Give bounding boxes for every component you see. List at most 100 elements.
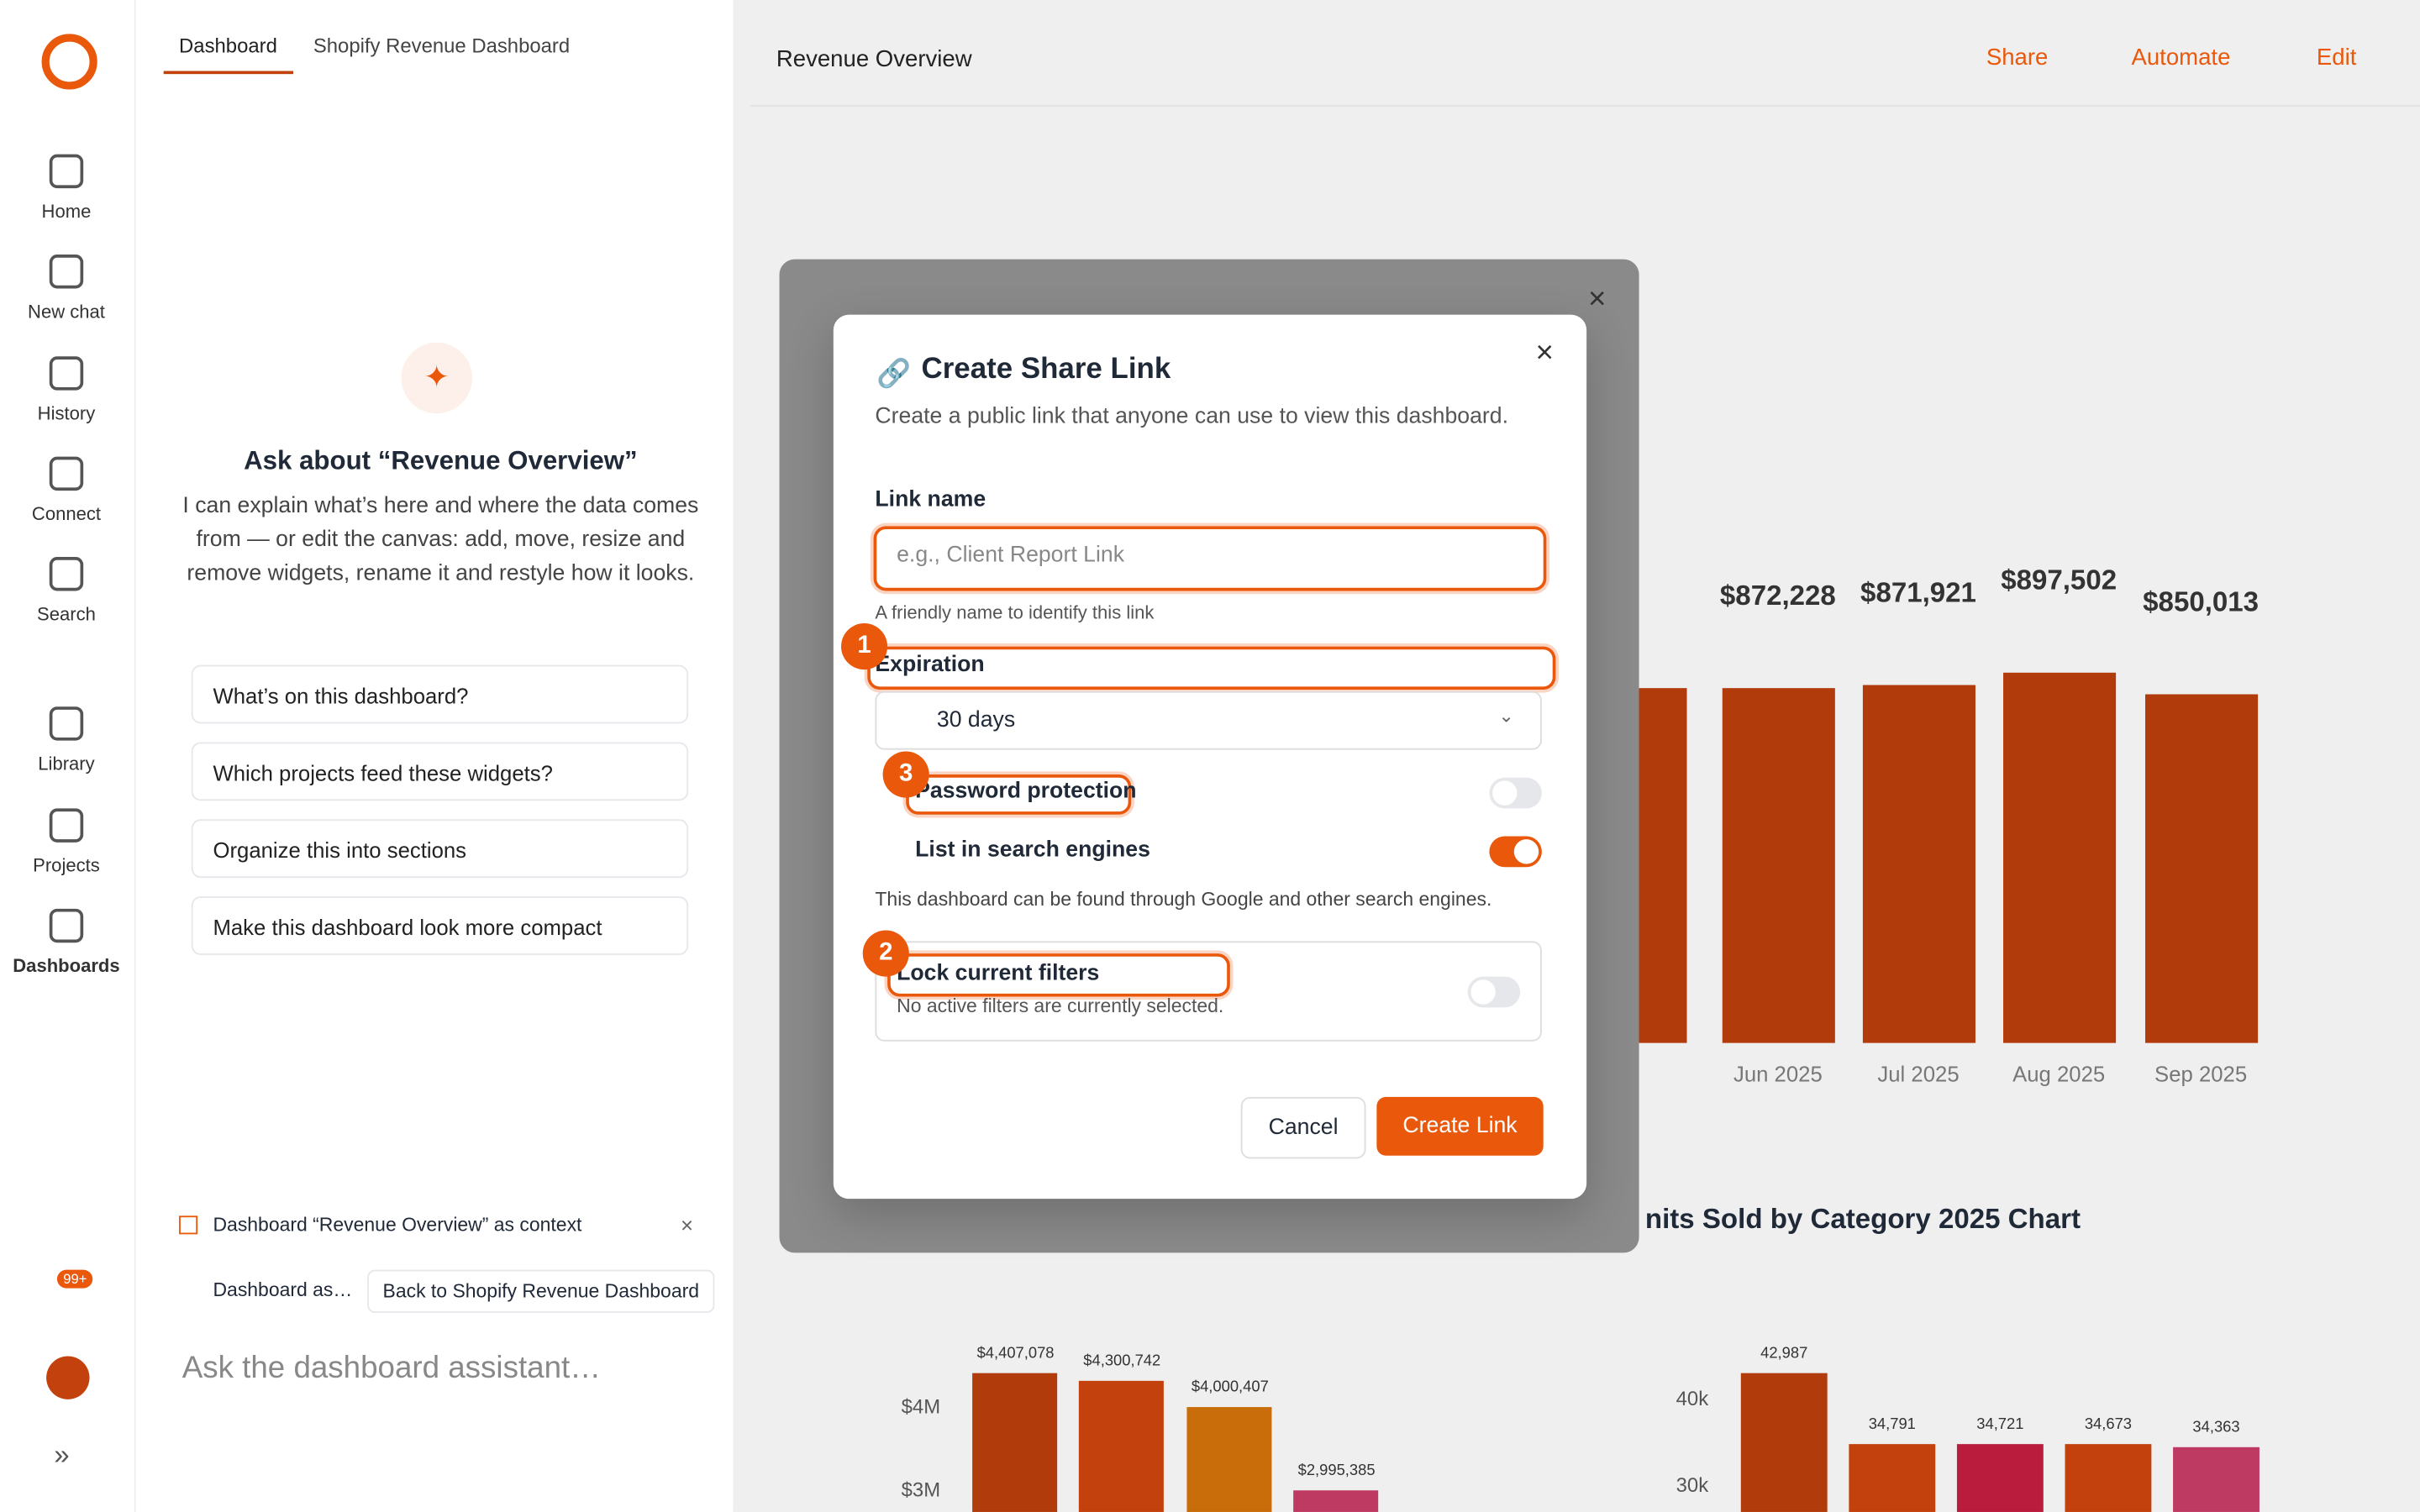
nav-icon	[49, 908, 84, 943]
nav-item[interactable]: New chat	[0, 255, 133, 323]
value-label: $2,995,385	[1297, 1462, 1376, 1480]
share-button[interactable]: Share	[1986, 45, 2049, 71]
category-label: Sep 2025	[2154, 1061, 2248, 1087]
bar	[2173, 1446, 2260, 1512]
value-label: 34,673	[2084, 1416, 2133, 1434]
category-label: Aug 2025	[2012, 1061, 2106, 1087]
value-label: $871,921	[1860, 576, 1976, 608]
close[interactable]: ×	[1535, 336, 1554, 370]
modal-title: Create Share Link	[921, 353, 1171, 386]
password-toggle[interactable]	[1489, 777, 1542, 809]
link-name-input[interactable]	[873, 526, 1547, 591]
bar	[2003, 672, 2117, 1043]
sidebar: 99+ »	[0, 0, 136, 1512]
sparkle-icon: ✦	[401, 342, 473, 414]
nav-item[interactable]: Library	[0, 706, 133, 774]
modal-subtitle: Create a public link that anyone can use…	[875, 404, 1508, 429]
create-button[interactable]: Create Link	[1376, 1096, 1544, 1156]
value-label: 34,721	[1976, 1416, 2024, 1434]
create-link-modal: × 🔗 Create Share Link Create a public li…	[833, 314, 1587, 1200]
label: Password protection	[915, 779, 1137, 804]
nav-item[interactable]: Projects	[0, 808, 133, 876]
bar	[2065, 1444, 2152, 1512]
tab[interactable]: Shopify Revenue Dashboard	[313, 34, 571, 57]
bar	[1186, 1407, 1272, 1512]
nav-label: Dashboards	[13, 954, 120, 977]
help: This dashboard can be found through Goog…	[875, 888, 1492, 911]
value-label: 34,791	[1868, 1416, 1916, 1434]
close[interactable]: ×	[1587, 282, 1607, 317]
help: No active filters are currently selected…	[897, 995, 1224, 1017]
nav-label: Projects	[33, 854, 100, 877]
expiration-select[interactable]	[875, 690, 1542, 750]
label: Lock current filters	[897, 961, 1100, 986]
nav-label: New chat	[28, 301, 105, 323]
value-label: 34,363	[2192, 1419, 2240, 1436]
nav-icon	[49, 706, 84, 741]
chip[interactable]: Back to Shopify Revenue Dashboard	[367, 1269, 715, 1314]
value-label: 42,987	[1760, 1345, 1808, 1362]
nav-item[interactable]: Connect	[0, 456, 133, 524]
suggestion[interactable]: Make this dashboard look more compact	[191, 896, 689, 955]
avatar[interactable]	[46, 1356, 90, 1399]
nav-icon	[49, 356, 84, 391]
suggestion[interactable]: Which projects feed these widgets?	[191, 742, 689, 801]
chevron: ⌄	[1498, 705, 1514, 727]
y-tick-label: $4M	[901, 1394, 941, 1418]
nav-item[interactable]: Search	[0, 557, 133, 625]
nav-label: Home	[41, 200, 92, 223]
expand[interactable]: »	[54, 1439, 70, 1471]
bar	[1849, 1444, 1936, 1512]
bar	[1956, 1444, 2044, 1512]
tab[interactable]: Dashboard	[163, 34, 293, 75]
help: A friendly name to identify this link	[875, 601, 1155, 624]
automate-button[interactable]: Automate	[2131, 45, 2231, 71]
bar	[1634, 688, 1687, 1043]
chip[interactable]: Dashboard as…	[213, 1278, 353, 1301]
category-label: Jul 2025	[1877, 1061, 1960, 1087]
context-icon	[179, 1215, 198, 1235]
link-icon: 🔗	[876, 358, 912, 389]
close-context[interactable]: ×	[680, 1212, 694, 1238]
suggestion[interactable]: Organize this into sections	[191, 819, 689, 879]
cancel-button[interactable]: Cancel	[1240, 1096, 1366, 1159]
nav-item[interactable]: History	[0, 356, 133, 424]
nav-icon	[49, 456, 84, 491]
nav-item[interactable]: Home	[0, 154, 133, 223]
context: Dashboard “Revenue Overview” as context	[213, 1214, 582, 1236]
chat-input[interactable]: Ask the dashboard assistant…	[182, 1351, 601, 1386]
bar	[1293, 1490, 1379, 1512]
label: List in search engines	[915, 837, 1150, 863]
y-tick-label: 30k	[1676, 1473, 1709, 1497]
suggestion[interactable]: What’s on this dashboard?	[191, 664, 689, 724]
label: Link name	[875, 487, 986, 512]
nav-icon	[49, 557, 84, 591]
bar	[1862, 685, 1975, 1043]
nav-item[interactable]: Dashboards	[0, 908, 133, 977]
value-label: $4,000,407	[1191, 1379, 1269, 1397]
select-value: 30 days	[936, 708, 1016, 733]
topbar	[750, 13, 2420, 107]
lock-toggle[interactable]	[1467, 976, 1521, 1008]
lock-box	[875, 941, 1542, 1042]
assistant-title: Ask about “Revenue Overview”	[244, 445, 638, 475]
bar	[972, 1373, 1058, 1512]
nav-label: History	[37, 402, 96, 425]
chart-title: nits Sold by Category 2025 Chart	[1644, 1203, 2081, 1235]
badge: 99+	[56, 1269, 93, 1289]
value-label: $850,013	[2143, 585, 2260, 617]
annotation: 1	[841, 623, 888, 670]
nav-label: Search	[37, 603, 96, 625]
annotation: 3	[882, 751, 929, 798]
bar	[1740, 1373, 1828, 1512]
bar	[1722, 688, 1835, 1043]
search-toggle[interactable]	[1489, 836, 1542, 868]
logo[interactable]	[41, 34, 97, 90]
edit-button[interactable]: Edit	[2316, 45, 2357, 71]
nav-icon	[49, 255, 84, 289]
y-tick-label: $3M	[901, 1478, 941, 1502]
nav-icon	[49, 154, 84, 189]
placeholder: e.g., Client Report Link	[897, 543, 1125, 568]
annotation: 2	[862, 930, 909, 977]
